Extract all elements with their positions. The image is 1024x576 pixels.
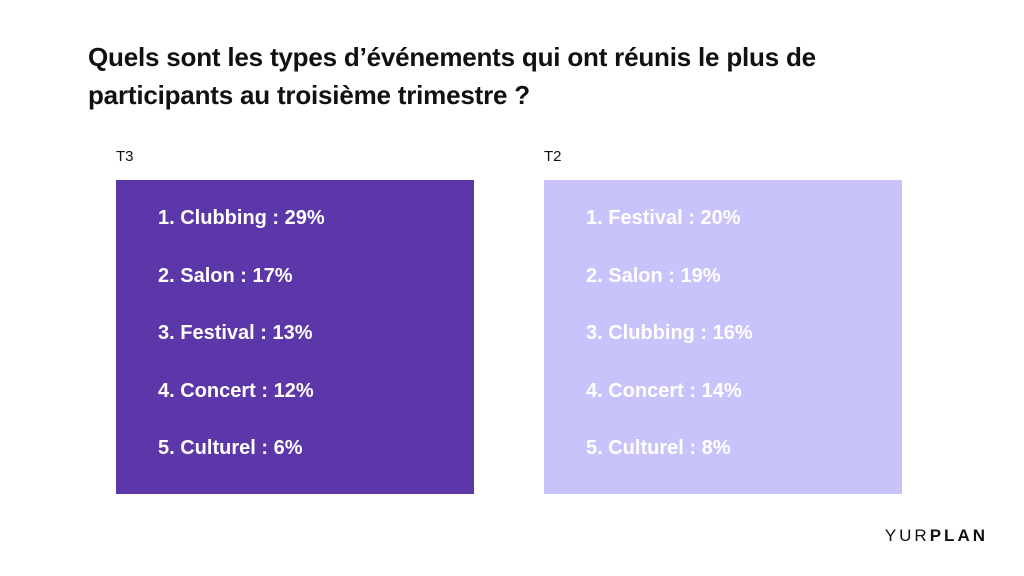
- ranking-item: 2. Salon : 19%: [586, 264, 721, 287]
- logo-text-part1: YUR: [884, 526, 930, 545]
- column-label-t3: T3: [116, 148, 134, 165]
- ranking-item: 4. Concert : 14%: [586, 379, 742, 402]
- ranking-item: 2. Salon : 17%: [158, 264, 293, 287]
- ranking-item: 1. Festival : 20%: [586, 207, 741, 229]
- brand-logo: YURPLAN: [885, 526, 988, 546]
- ranking-panel-t2: 1. Festival : 20% 2. Salon : 19% 3. Club…: [544, 180, 902, 494]
- ranking-item: 5. Culturel : 8%: [586, 437, 731, 459]
- ranking-panel-t3: 1. Clubbing : 29% 2. Salon : 17% 3. Fest…: [116, 180, 474, 494]
- ranking-item: 1. Clubbing : 29%: [158, 207, 325, 229]
- page-title: Quels sont les types d’événements qui on…: [88, 42, 816, 110]
- ranking-item: 3. Clubbing : 16%: [586, 322, 753, 344]
- ranking-item: 5. Culturel : 6%: [158, 437, 303, 459]
- logo-text-part2: PLAN: [929, 526, 988, 545]
- ranking-item: 3. Festival : 13%: [158, 322, 313, 344]
- ranking-item: 4. Concert : 12%: [158, 379, 314, 402]
- column-label-t2: T2: [544, 148, 562, 165]
